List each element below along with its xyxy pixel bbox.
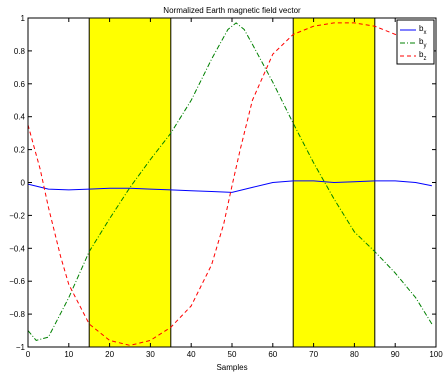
y-tick-label: 0: [21, 179, 26, 188]
y-tick-label: 0.4: [14, 113, 26, 122]
y-tick-label: −0.8: [9, 310, 25, 319]
x-tick-label: 20: [105, 350, 114, 359]
x-axis-label: Samples: [216, 363, 247, 372]
x-tick-label: 70: [309, 350, 318, 359]
legend-label-by: by: [419, 37, 426, 49]
y-tick-label: −0.4: [9, 244, 25, 253]
series-line-bz: [27, 22, 433, 346]
legend-label-bz: bz: [419, 50, 426, 62]
chart-title: Normalized Earth magnetic field vector: [163, 6, 301, 15]
x-tick-label: 90: [391, 350, 400, 359]
x-tick-label: 10: [64, 350, 73, 359]
x-tick-label: 60: [268, 350, 277, 359]
x-axis-ticks: 0 10 20 30 40 50 60 70 80 90 100: [26, 18, 443, 359]
x-tick-label: 100: [429, 350, 443, 359]
y-tick-label: 0.2: [14, 146, 26, 155]
series-line-bx: [27, 180, 432, 193]
x-tick-label: 0: [26, 350, 31, 359]
x-tick-label: 40: [187, 350, 196, 359]
y-tick-label: 0.6: [14, 80, 26, 89]
x-tick-label: 30: [146, 350, 155, 359]
y-axis-ticks: −1 −0.8 −0.6 −0.4 −0.2 0 0.2 0.4 0.6 0.8 1: [9, 14, 436, 352]
y-tick-label: −0.2: [9, 211, 25, 220]
legend-box: [396, 19, 435, 65]
series-line-by: [27, 22, 433, 341]
y-tick-label: −1: [16, 343, 26, 352]
y-tick-label: 0.8: [14, 47, 26, 56]
y-tick-label: −0.6: [9, 277, 25, 286]
highlight-region-1: [88, 17, 172, 348]
series-layer: [27, 22, 433, 346]
x-tick-label: 80: [350, 350, 359, 359]
y-tick-label: 1: [21, 14, 26, 23]
x-tick-label: 50: [228, 350, 237, 359]
legend-label-bx: bx: [419, 24, 426, 36]
